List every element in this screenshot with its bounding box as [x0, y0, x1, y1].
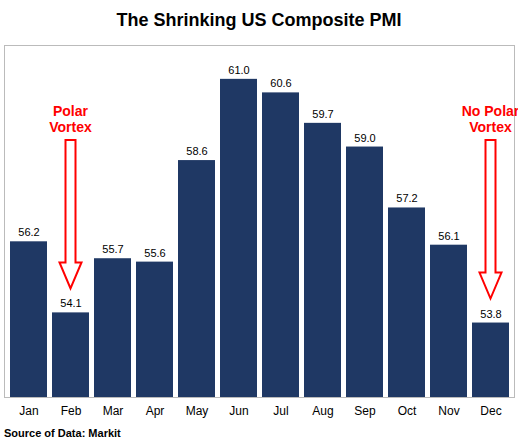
- svg-text:57.2: 57.2: [396, 192, 417, 204]
- svg-text:Oct: Oct: [398, 404, 417, 418]
- svg-text:55.6: 55.6: [144, 247, 165, 259]
- svg-text:Feb: Feb: [61, 404, 82, 418]
- html-text:The Shrinking US Composite PMI: The Shrinking US Composite PMI: [116, 10, 402, 30]
- svg-text:No PolarVortex: No PolarVortex: [462, 103, 518, 135]
- svg-text:53.8: 53.8: [480, 308, 501, 320]
- svg-text:Nov: Nov: [438, 404, 459, 418]
- svg-text:56.1: 56.1: [438, 230, 459, 242]
- svg-text:Aug: Aug: [312, 404, 333, 418]
- svg-text:55.7: 55.7: [102, 243, 123, 255]
- svg-text:PolarVortex: PolarVortex: [49, 103, 92, 135]
- svg-text:59.7: 59.7: [312, 108, 333, 120]
- svg-text:Jun: Jun: [229, 404, 248, 418]
- svg-text:Sep: Sep: [354, 404, 376, 418]
- svg-text:56.2: 56.2: [18, 226, 39, 238]
- svg-text:54.1: 54.1: [60, 297, 81, 309]
- svg-text:58.6: 58.6: [186, 145, 207, 157]
- svg-text:59.0: 59.0: [354, 132, 375, 144]
- svg-text:May: May: [186, 404, 209, 418]
- svg-text:Jul: Jul: [273, 404, 288, 418]
- svg-text:Apr: Apr: [146, 404, 165, 418]
- svg-text:60.6: 60.6: [270, 77, 291, 89]
- svg-text:61.0: 61.0: [228, 64, 249, 76]
- html-text:Source of Data: Markit: Source of Data: Markit: [4, 427, 121, 439]
- svg-text:Dec: Dec: [480, 404, 501, 418]
- svg-text:Mar: Mar: [103, 404, 124, 418]
- svg-text:Jan: Jan: [19, 404, 38, 418]
